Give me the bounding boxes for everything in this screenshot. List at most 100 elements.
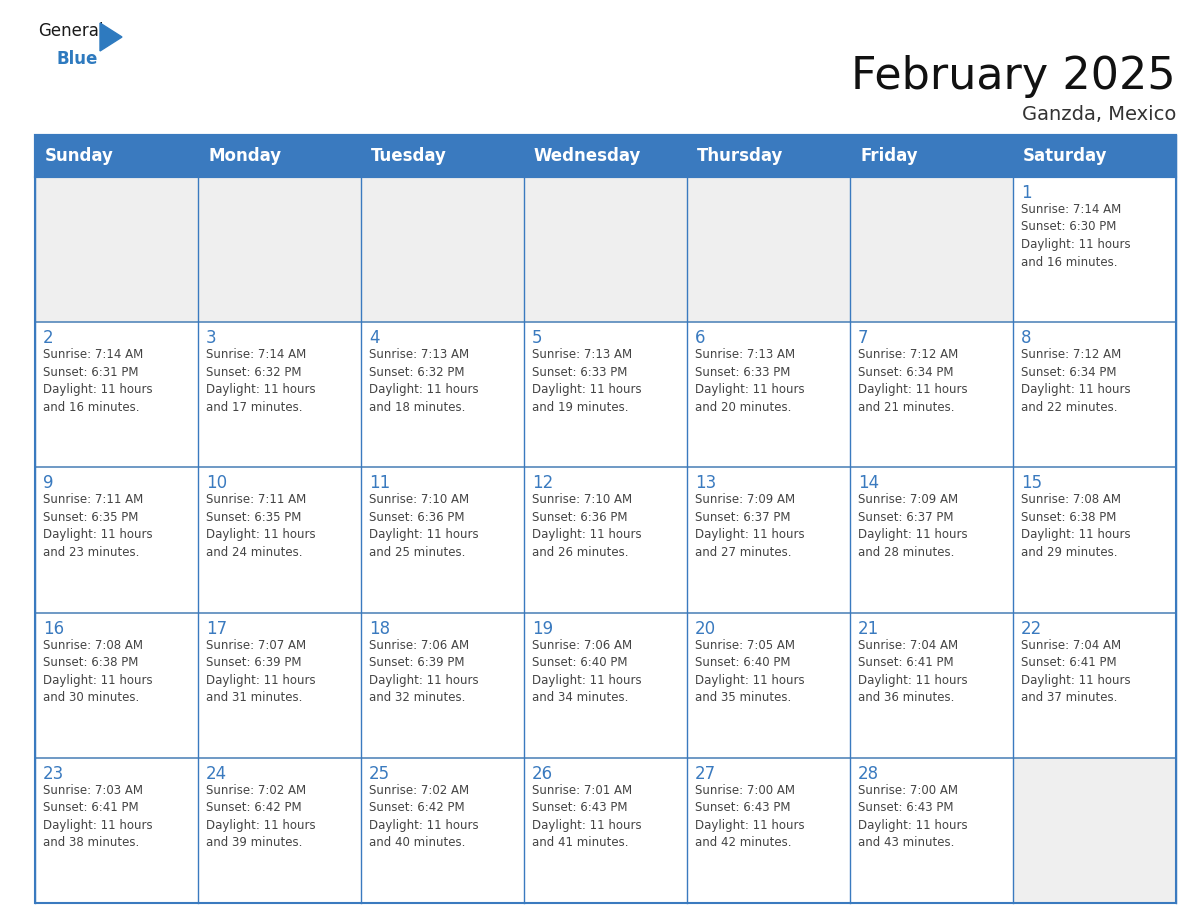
Text: Ganzda, Mexico: Ganzda, Mexico bbox=[1022, 105, 1176, 124]
Text: Sunrise: 7:09 AM: Sunrise: 7:09 AM bbox=[695, 493, 795, 507]
Bar bbox=[687, 467, 849, 612]
Text: 18: 18 bbox=[369, 620, 390, 638]
Bar bbox=[198, 322, 361, 467]
Text: Sunrise: 7:11 AM: Sunrise: 7:11 AM bbox=[43, 493, 144, 507]
Text: Sunset: 6:38 PM: Sunset: 6:38 PM bbox=[43, 656, 138, 669]
Text: and 30 minutes.: and 30 minutes. bbox=[43, 691, 139, 704]
Text: 15: 15 bbox=[1020, 475, 1042, 492]
Text: Sunrise: 7:09 AM: Sunrise: 7:09 AM bbox=[858, 493, 959, 507]
Text: Thursday: Thursday bbox=[697, 147, 783, 165]
Text: Sunset: 6:41 PM: Sunset: 6:41 PM bbox=[858, 656, 954, 669]
Text: General: General bbox=[38, 22, 103, 40]
Text: and 31 minutes.: and 31 minutes. bbox=[206, 691, 303, 704]
Bar bbox=[849, 612, 1013, 757]
Text: Sunrise: 7:07 AM: Sunrise: 7:07 AM bbox=[206, 639, 307, 652]
Text: Sunset: 6:41 PM: Sunset: 6:41 PM bbox=[1020, 656, 1117, 669]
Bar bbox=[34, 135, 198, 177]
Bar bbox=[849, 135, 1013, 177]
Text: Daylight: 11 hours: Daylight: 11 hours bbox=[1020, 674, 1131, 687]
Text: and 25 minutes.: and 25 minutes. bbox=[369, 546, 466, 559]
Text: and 29 minutes.: and 29 minutes. bbox=[1020, 546, 1118, 559]
Text: and 36 minutes.: and 36 minutes. bbox=[858, 691, 954, 704]
Text: Sunday: Sunday bbox=[45, 147, 114, 165]
Text: 8: 8 bbox=[1020, 330, 1031, 347]
Text: Daylight: 11 hours: Daylight: 11 hours bbox=[858, 819, 967, 832]
Bar bbox=[1013, 322, 1176, 467]
Text: 23: 23 bbox=[43, 765, 64, 783]
Text: Sunrise: 7:04 AM: Sunrise: 7:04 AM bbox=[858, 639, 959, 652]
Text: and 28 minutes.: and 28 minutes. bbox=[858, 546, 954, 559]
Bar bbox=[1013, 177, 1176, 322]
Text: and 24 minutes.: and 24 minutes. bbox=[206, 546, 303, 559]
Bar bbox=[198, 467, 361, 612]
Text: and 38 minutes.: and 38 minutes. bbox=[43, 836, 139, 849]
Text: and 26 minutes.: and 26 minutes. bbox=[532, 546, 628, 559]
Bar bbox=[1013, 612, 1176, 757]
Text: Sunrise: 7:03 AM: Sunrise: 7:03 AM bbox=[43, 784, 143, 797]
Text: Daylight: 11 hours: Daylight: 11 hours bbox=[532, 383, 642, 397]
Text: 14: 14 bbox=[858, 475, 879, 492]
Text: Daylight: 11 hours: Daylight: 11 hours bbox=[695, 819, 804, 832]
Text: Sunrise: 7:11 AM: Sunrise: 7:11 AM bbox=[206, 493, 307, 507]
Text: Daylight: 11 hours: Daylight: 11 hours bbox=[206, 529, 316, 542]
Text: 16: 16 bbox=[43, 620, 64, 638]
Text: Sunset: 6:42 PM: Sunset: 6:42 PM bbox=[206, 801, 302, 814]
Text: Sunset: 6:43 PM: Sunset: 6:43 PM bbox=[695, 801, 790, 814]
Text: and 22 minutes.: and 22 minutes. bbox=[1020, 400, 1118, 414]
Text: Sunset: 6:36 PM: Sunset: 6:36 PM bbox=[532, 511, 627, 524]
Text: Sunrise: 7:01 AM: Sunrise: 7:01 AM bbox=[532, 784, 632, 797]
Text: Sunrise: 7:08 AM: Sunrise: 7:08 AM bbox=[1020, 493, 1121, 507]
Text: and 39 minutes.: and 39 minutes. bbox=[206, 836, 303, 849]
Text: Wednesday: Wednesday bbox=[533, 147, 642, 165]
Text: 4: 4 bbox=[369, 330, 379, 347]
Text: and 43 minutes.: and 43 minutes. bbox=[858, 836, 954, 849]
Bar bbox=[34, 177, 198, 322]
Text: Sunset: 6:30 PM: Sunset: 6:30 PM bbox=[1020, 220, 1117, 233]
Text: and 37 minutes.: and 37 minutes. bbox=[1020, 691, 1118, 704]
Text: Sunset: 6:41 PM: Sunset: 6:41 PM bbox=[43, 801, 139, 814]
Text: Sunset: 6:31 PM: Sunset: 6:31 PM bbox=[43, 365, 139, 379]
Bar bbox=[198, 177, 361, 322]
Bar bbox=[524, 757, 687, 903]
Bar bbox=[524, 177, 687, 322]
Bar bbox=[34, 135, 1176, 177]
Text: February 2025: February 2025 bbox=[852, 55, 1176, 98]
Text: 2: 2 bbox=[43, 330, 53, 347]
Text: Daylight: 11 hours: Daylight: 11 hours bbox=[369, 383, 479, 397]
Text: Daylight: 11 hours: Daylight: 11 hours bbox=[858, 529, 967, 542]
Text: Daylight: 11 hours: Daylight: 11 hours bbox=[43, 819, 152, 832]
Bar bbox=[361, 322, 524, 467]
Text: and 19 minutes.: and 19 minutes. bbox=[532, 400, 628, 414]
Text: Sunset: 6:32 PM: Sunset: 6:32 PM bbox=[206, 365, 302, 379]
Text: and 18 minutes.: and 18 minutes. bbox=[369, 400, 466, 414]
Text: Daylight: 11 hours: Daylight: 11 hours bbox=[858, 674, 967, 687]
Text: Daylight: 11 hours: Daylight: 11 hours bbox=[369, 674, 479, 687]
Text: Sunset: 6:42 PM: Sunset: 6:42 PM bbox=[369, 801, 465, 814]
Text: Daylight: 11 hours: Daylight: 11 hours bbox=[369, 819, 479, 832]
Text: and 41 minutes.: and 41 minutes. bbox=[532, 836, 628, 849]
Text: Sunset: 6:39 PM: Sunset: 6:39 PM bbox=[369, 656, 465, 669]
Text: Sunrise: 7:04 AM: Sunrise: 7:04 AM bbox=[1020, 639, 1121, 652]
Text: and 27 minutes.: and 27 minutes. bbox=[695, 546, 791, 559]
Text: Sunset: 6:40 PM: Sunset: 6:40 PM bbox=[532, 656, 627, 669]
Bar bbox=[34, 467, 198, 612]
Text: Daylight: 11 hours: Daylight: 11 hours bbox=[1020, 529, 1131, 542]
Text: Sunset: 6:35 PM: Sunset: 6:35 PM bbox=[43, 511, 138, 524]
Bar bbox=[34, 612, 198, 757]
Text: Daylight: 11 hours: Daylight: 11 hours bbox=[858, 383, 967, 397]
Text: Sunrise: 7:14 AM: Sunrise: 7:14 AM bbox=[1020, 203, 1121, 216]
Text: Sunset: 6:33 PM: Sunset: 6:33 PM bbox=[695, 365, 790, 379]
Bar bbox=[361, 177, 524, 322]
Bar bbox=[1013, 135, 1176, 177]
Text: Sunrise: 7:12 AM: Sunrise: 7:12 AM bbox=[1020, 348, 1121, 361]
Bar bbox=[1013, 757, 1176, 903]
Text: Daylight: 11 hours: Daylight: 11 hours bbox=[43, 529, 152, 542]
Text: Sunset: 6:34 PM: Sunset: 6:34 PM bbox=[1020, 365, 1117, 379]
Text: Sunset: 6:34 PM: Sunset: 6:34 PM bbox=[858, 365, 954, 379]
Text: Sunrise: 7:10 AM: Sunrise: 7:10 AM bbox=[369, 493, 469, 507]
Text: 5: 5 bbox=[532, 330, 543, 347]
Text: Sunset: 6:33 PM: Sunset: 6:33 PM bbox=[532, 365, 627, 379]
Bar bbox=[687, 135, 849, 177]
Text: Daylight: 11 hours: Daylight: 11 hours bbox=[206, 674, 316, 687]
Bar bbox=[687, 177, 849, 322]
